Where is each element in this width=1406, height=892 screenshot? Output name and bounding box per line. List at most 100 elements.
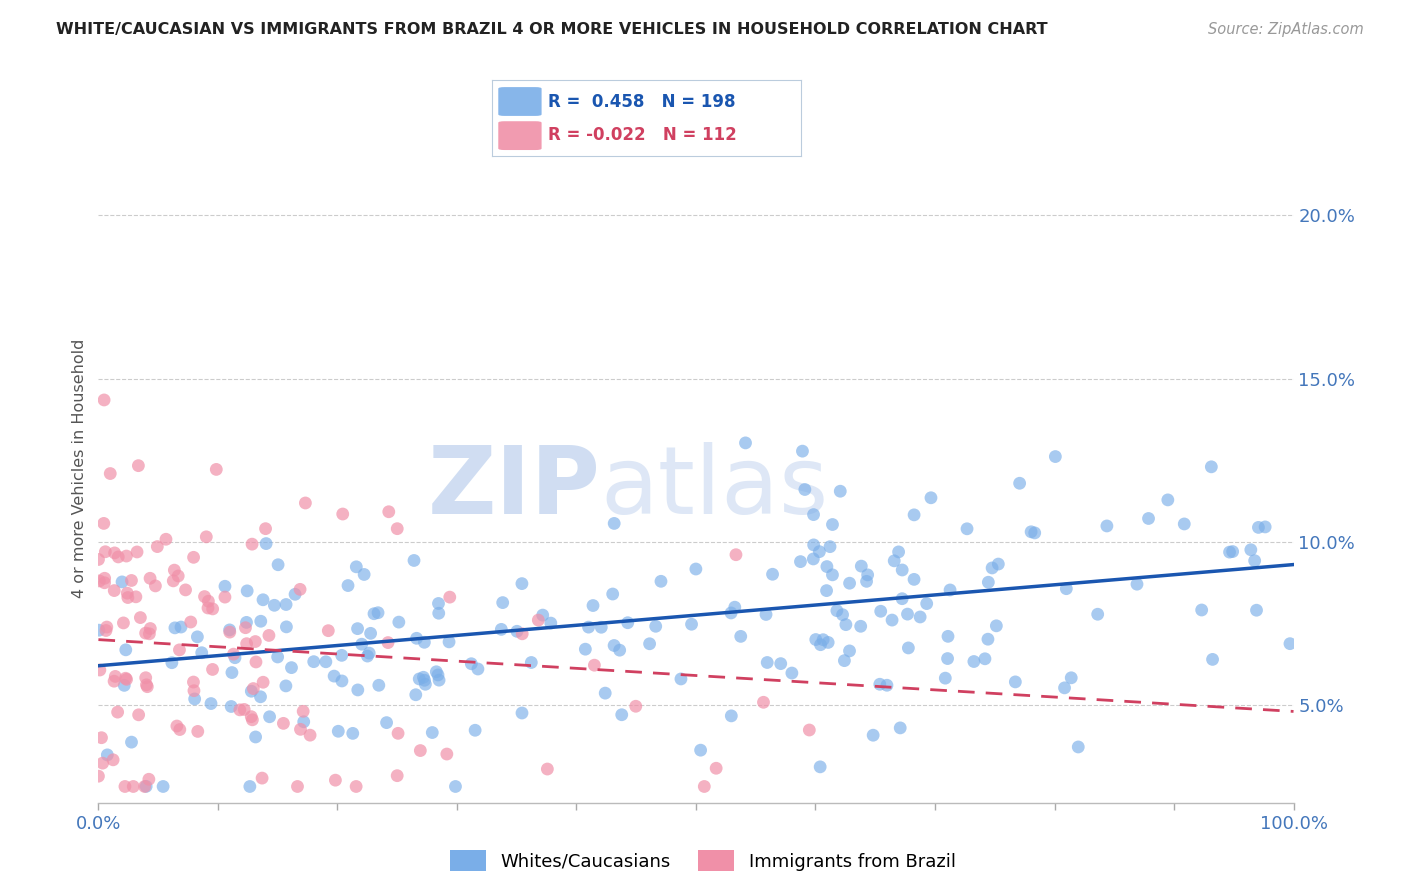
Point	[536, 762, 558, 776]
Point	[582, 599, 605, 613]
Point	[734, 436, 756, 450]
Point	[360, 626, 382, 640]
Point	[342, 726, 364, 740]
Point	[977, 632, 1000, 647]
Point	[104, 546, 127, 560]
Point	[387, 522, 409, 536]
Point	[1219, 545, 1241, 559]
Point	[638, 637, 661, 651]
Legend: Whites/Caucasians, Immigrants from Brazil: Whites/Caucasians, Immigrants from Brazi…	[443, 843, 963, 879]
Point	[112, 678, 135, 692]
Point	[90, 731, 112, 745]
Point	[1045, 450, 1067, 464]
Point	[98, 467, 121, 481]
Point	[249, 614, 271, 628]
Point	[818, 540, 841, 554]
Point	[616, 615, 638, 630]
Point	[254, 522, 277, 536]
Point	[378, 505, 401, 519]
Point	[214, 579, 236, 593]
Point	[114, 643, 136, 657]
Point	[903, 508, 925, 522]
Point	[851, 559, 873, 574]
Point	[127, 458, 149, 473]
Point	[249, 690, 271, 704]
Point	[195, 530, 218, 544]
Point	[367, 606, 389, 620]
Point	[1201, 652, 1223, 666]
Point	[292, 704, 315, 718]
Point	[388, 615, 411, 629]
Point	[138, 772, 160, 787]
Point	[439, 590, 461, 604]
Point	[981, 561, 1004, 575]
Point	[883, 554, 905, 568]
Point	[506, 624, 529, 639]
Point	[145, 579, 167, 593]
Point	[93, 571, 115, 585]
Point	[540, 616, 562, 631]
Text: ZIP: ZIP	[427, 442, 600, 534]
Point	[780, 666, 803, 681]
Point	[956, 522, 979, 536]
Point	[219, 699, 242, 714]
Point	[720, 606, 742, 620]
Point	[644, 619, 666, 633]
Point	[112, 615, 135, 630]
Point	[891, 563, 914, 577]
Point	[96, 620, 118, 634]
Point	[821, 567, 844, 582]
Point	[387, 726, 409, 740]
Point	[889, 721, 911, 735]
Point	[294, 496, 316, 510]
Point	[799, 723, 821, 737]
Point	[138, 627, 160, 641]
Point	[114, 671, 136, 685]
Point	[887, 545, 910, 559]
Point	[817, 635, 839, 649]
Point	[880, 613, 903, 627]
Point	[183, 675, 205, 690]
Point	[134, 780, 156, 794]
Point	[986, 619, 1008, 633]
Point	[1137, 511, 1160, 525]
Point	[214, 590, 236, 604]
Point	[1173, 516, 1195, 531]
Point	[224, 650, 246, 665]
Point	[93, 516, 115, 531]
Point	[602, 587, 624, 601]
Point	[810, 638, 832, 652]
Point	[650, 574, 672, 589]
Point	[117, 586, 139, 600]
Point	[427, 606, 450, 620]
Point	[263, 599, 285, 613]
Point	[1278, 637, 1301, 651]
Point	[344, 780, 367, 794]
Point	[235, 637, 257, 651]
Point	[1191, 603, 1213, 617]
Point	[222, 647, 245, 661]
Point	[103, 583, 125, 598]
Point	[855, 574, 877, 589]
Point	[413, 635, 436, 649]
Point	[233, 702, 256, 716]
Point	[218, 623, 240, 637]
Point	[574, 642, 596, 657]
Point	[104, 669, 127, 683]
Point	[353, 567, 375, 582]
Point	[704, 761, 727, 775]
Point	[583, 658, 606, 673]
Point	[115, 673, 138, 687]
Point	[1247, 520, 1270, 534]
Point	[425, 665, 447, 679]
Point	[908, 610, 931, 624]
Y-axis label: 4 or more Vehicles in Household: 4 or more Vehicles in Household	[72, 339, 87, 598]
Point	[769, 657, 792, 671]
Point	[186, 630, 208, 644]
Point	[128, 707, 150, 722]
Point	[359, 646, 381, 660]
Point	[444, 780, 467, 794]
Point	[1240, 542, 1263, 557]
Point	[610, 707, 633, 722]
Point	[302, 655, 325, 669]
